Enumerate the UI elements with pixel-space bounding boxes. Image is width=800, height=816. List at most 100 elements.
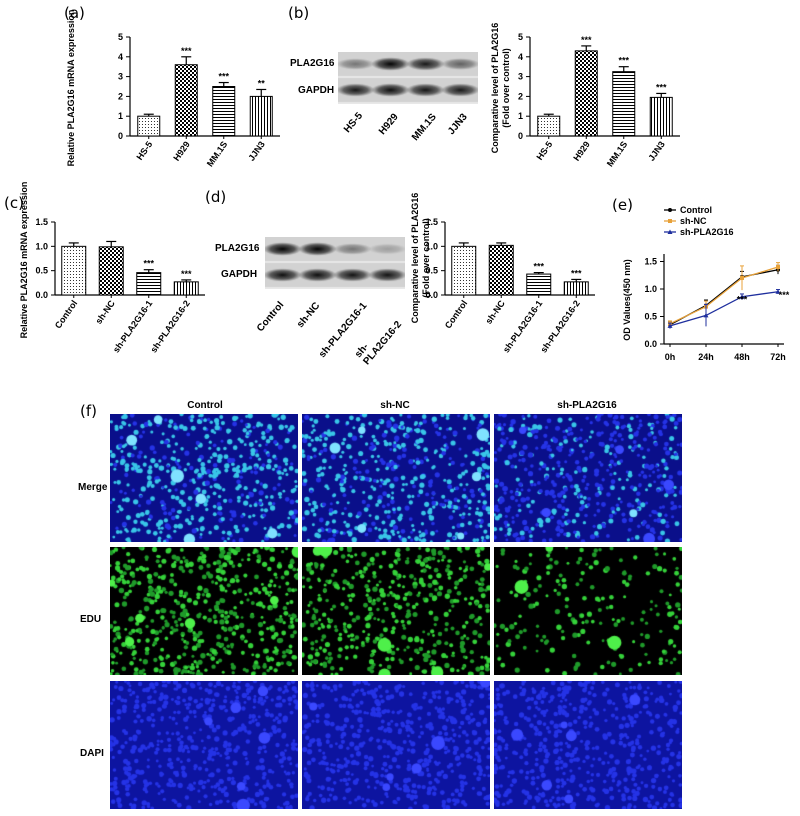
chart-d-ylabel: (Fold over control) <box>421 218 431 298</box>
chart-e-xtick-label: 72h <box>770 352 786 362</box>
chart-b-bar <box>649 96 673 137</box>
chart-d-bar <box>451 245 477 296</box>
chart-b-ytick-label: 3 <box>518 72 523 82</box>
micrograph-dapi-0 <box>110 681 298 809</box>
chart-b-ytick-label: 2 <box>518 91 523 101</box>
chart-b-significance: *** <box>581 35 592 45</box>
micrograph-row-dapi: DAPI <box>80 748 104 759</box>
chart-e-ytick-label: 1.0 <box>644 284 657 294</box>
chart-d-ytick-label: 1.0 <box>425 241 438 251</box>
chart-c-ytick-label: 1.5 <box>35 217 48 227</box>
blot-b-lane-2: MM.1S <box>410 111 439 144</box>
chart-d-significance: *** <box>571 268 582 278</box>
chart-e-point <box>740 274 744 279</box>
chart-c-xtick-label: Control <box>53 298 80 330</box>
chart-a-ytick-label: 4 <box>118 52 123 62</box>
chart-a-bar <box>174 64 198 137</box>
blot-d-image <box>265 237 405 289</box>
chart-c-xtick-label: sh-NC <box>93 298 117 326</box>
chart-c-xtick-label: sh-PLA2G16-1 <box>111 298 154 354</box>
chart-e-ylabel: OD Values(450 nm) <box>622 259 632 341</box>
chart-a-bar <box>212 86 236 137</box>
chart-c-bar <box>98 246 124 296</box>
chart-a-significance: ** <box>258 78 266 88</box>
chart-e-legend-label: sh-PLA2G16 <box>680 227 734 237</box>
micrograph-merge-0 <box>110 414 298 542</box>
micrograph-col-sh-pla2g16: sh-PLA2G16 <box>557 400 617 411</box>
chart-e-ytick-label: 1.5 <box>644 257 657 267</box>
chart-d-bar <box>488 244 514 296</box>
panel-label-e: (e) <box>612 196 633 214</box>
chart-a-significance: *** <box>218 72 229 82</box>
chart-e-point <box>704 304 708 309</box>
panel-label-a: (a) <box>64 4 85 22</box>
chart-d-significance: *** <box>533 262 544 272</box>
chart-a-ytick-label: 1 <box>118 111 123 121</box>
chart-c-significance: *** <box>181 269 192 279</box>
chart-b-ytick-label: 4 <box>518 52 523 62</box>
panel-label-c: (c) <box>4 194 24 212</box>
chart-b-xtick-label: HS-5 <box>534 139 554 162</box>
chart-e-series-line <box>669 269 779 326</box>
chart-d-xtick-label: Control <box>443 298 470 330</box>
blot-b-image <box>338 52 478 104</box>
micrograph-col-sh-nc: sh-NC <box>380 400 410 411</box>
chart-e-xtick-label: 24h <box>698 352 714 362</box>
chart-b-bar <box>612 71 636 137</box>
blot-b-row-pla2g16: PLA2G16 <box>290 58 335 69</box>
chart-e-xtick-label: 48h <box>734 352 750 362</box>
micrograph-row-edu: EDU <box>80 614 102 625</box>
chart-e-point <box>740 276 744 280</box>
chart-a-xtick-label: MM.1S <box>205 139 230 168</box>
micrograph-edu-0 <box>110 547 298 675</box>
chart-a-significance: *** <box>181 46 192 56</box>
chart-c-ytick-label: 0.0 <box>35 290 48 300</box>
chart-e-point <box>776 265 780 269</box>
western-blot-d: PLA2G16 GAPDH Control sh-NC sh-PLA2G16-1… <box>215 235 415 367</box>
panel-label-b: (b) <box>288 4 310 22</box>
chart-b-ytick-label: 1 <box>518 111 523 121</box>
blot-b-lane-3: JJN3 <box>446 111 470 138</box>
chart-b-significance: *** <box>656 82 667 92</box>
chart-a-ylabel: Relative PLA2G16 mRNA expression <box>66 10 76 167</box>
chart-d-xtick-label: sh-PLA2G16-2 <box>538 298 581 354</box>
micrograph-edu-1 <box>302 547 490 675</box>
chart-e-point <box>668 322 672 327</box>
chart-b-xtick-label: JJN3 <box>646 139 667 162</box>
chart-b-bar <box>537 115 561 137</box>
blot-d-lane-1: sh-NC <box>295 300 323 331</box>
chart-d-ytick-label: 0.5 <box>425 266 438 276</box>
chart-e-significance: *** <box>737 295 748 305</box>
chart-b-ylabel: Comparative level of PLA2G16 <box>490 23 500 154</box>
chart-d-bar <box>526 273 552 296</box>
chart-e-point <box>668 321 672 326</box>
blot-d-row-pla2g16: PLA2G16 <box>215 243 260 254</box>
chart-b-bar <box>574 50 598 137</box>
chart-d-xtick-label: sh-NC <box>483 298 507 326</box>
blot-b-row-gapdh: GAPDH <box>298 85 335 96</box>
chart-e-legend-marker <box>668 219 672 223</box>
chart-c-bar <box>173 281 199 296</box>
chart-e-point <box>704 303 708 308</box>
panel-label-d: (d) <box>205 188 227 206</box>
chart-e-series-line <box>669 291 779 327</box>
chart-b-xtick-label: H929 <box>571 139 592 162</box>
chart-e-point <box>776 267 780 272</box>
chart-a-ytick-label: 2 <box>118 91 123 101</box>
chart-a-ytick-label: 0 <box>118 131 123 141</box>
chart-e-series-line <box>669 266 779 325</box>
micrograph-dapi-2 <box>494 681 682 809</box>
panel-label-f: (f) <box>80 402 97 420</box>
chart-e-point <box>667 323 673 328</box>
blot-d-row-gapdh: GAPDH <box>221 269 258 280</box>
chart-e-ytick-label: 0.0 <box>644 339 657 349</box>
micrograph-edu-2 <box>494 547 682 675</box>
chart-a-ytick-label: 5 <box>118 32 123 42</box>
blot-d-lane-0: Control <box>255 299 287 335</box>
chart-c-bar <box>61 245 87 296</box>
chart-b-ylabel: (Fold over control) <box>501 48 511 128</box>
chart-c-xtick-label: sh-PLA2G16-2 <box>148 298 191 354</box>
chart-b-ytick-label: 5 <box>518 32 523 42</box>
micrograph-dapi-1 <box>302 681 490 809</box>
chart-e-significance: *** <box>779 290 790 300</box>
